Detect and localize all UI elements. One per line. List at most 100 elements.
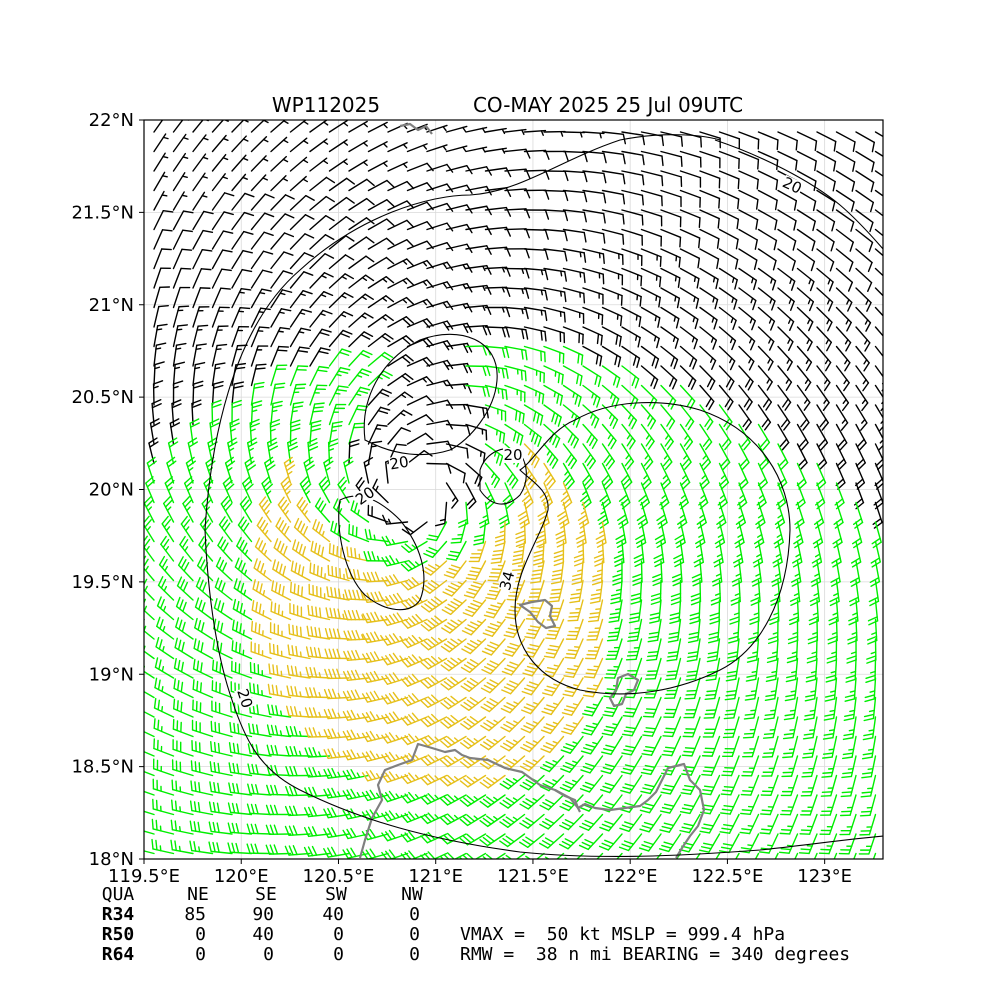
wind-barb	[211, 380, 224, 406]
wind-barb	[309, 272, 334, 289]
wind-barb	[479, 735, 506, 751]
wind-barb	[640, 423, 655, 450]
wind-barb	[780, 774, 799, 797]
wind-barb	[289, 233, 315, 250]
wind-barb	[211, 249, 233, 270]
wind-barb	[459, 735, 487, 750]
wind-barb	[641, 735, 662, 756]
wind-barb	[420, 615, 448, 632]
wind-barb	[172, 120, 189, 133]
wind-barb	[250, 231, 274, 250]
wind-barb	[459, 774, 487, 788]
wind-barb	[381, 711, 409, 725]
wind-barb	[832, 521, 843, 549]
wind-barb	[660, 267, 681, 288]
wind-barb	[231, 135, 249, 153]
wind-barb	[687, 618, 701, 644]
wind-barb	[619, 813, 643, 833]
wind-barb	[679, 228, 701, 249]
wind-barb	[523, 345, 546, 363]
wind-barb	[250, 620, 272, 640]
wind-barb	[855, 131, 875, 153]
wind-barb	[232, 598, 253, 621]
wind-barb	[738, 404, 752, 431]
wind-barb	[543, 326, 566, 344]
wind-barb	[156, 616, 175, 640]
wind-barb	[309, 420, 322, 445]
wind-barb	[309, 253, 335, 270]
wind-barb	[153, 305, 169, 328]
wind-barb	[361, 789, 389, 802]
wind-barb	[439, 794, 467, 806]
wind-barb	[833, 852, 838, 859]
table-row-label: R34	[102, 904, 135, 925]
wind-barb	[266, 724, 292, 738]
wind-barb	[738, 306, 756, 331]
wind-barb	[771, 560, 782, 587]
wind-barb	[757, 228, 778, 251]
wind-barb	[571, 560, 584, 585]
wind-barb	[816, 150, 837, 172]
wind-barb	[719, 813, 740, 834]
wind-barb	[660, 248, 681, 268]
wind-barb	[367, 179, 395, 192]
wind-barb	[266, 784, 292, 796]
wind-barb	[855, 365, 870, 392]
wind-barb	[328, 120, 349, 133]
wind-barb	[172, 698, 194, 718]
wind-barb	[244, 456, 256, 484]
wind-barb	[187, 437, 199, 465]
wind-barb	[367, 351, 394, 367]
wind-barb	[589, 579, 604, 604]
wind-barb	[250, 212, 275, 231]
wind-barb	[605, 638, 623, 660]
wind-barb	[660, 228, 682, 248]
wind-barb	[816, 189, 836, 212]
wind-barb	[209, 761, 233, 777]
wind-barb	[835, 384, 850, 412]
wind-barb	[582, 267, 605, 285]
wind-barb	[211, 287, 231, 309]
wind-barb	[426, 320, 454, 331]
wind-barb	[192, 658, 214, 679]
wind-barb	[222, 476, 235, 504]
table-cell: 0	[333, 944, 344, 965]
wind-barb	[699, 365, 716, 391]
wind-barb	[824, 677, 838, 702]
wind-barb	[660, 150, 683, 167]
wind-barb	[679, 326, 698, 350]
wind-barb	[217, 536, 233, 562]
wind-barb	[261, 476, 274, 504]
wind-barb	[681, 755, 701, 776]
wind-barb	[781, 755, 799, 778]
wind-barb	[673, 540, 685, 568]
wind-barb	[562, 267, 586, 284]
wind-barb	[760, 774, 779, 796]
wind-barb	[144, 495, 155, 523]
wind-barb	[861, 735, 877, 760]
wind-barb	[523, 326, 547, 342]
wind-barb	[718, 131, 741, 150]
wind-barb	[286, 685, 311, 699]
wind-barb	[640, 228, 662, 247]
wind-barb	[504, 462, 519, 489]
wind-barb	[381, 771, 409, 783]
wind-barb	[484, 206, 512, 217]
wind-barb	[211, 306, 230, 328]
wind-barb	[523, 306, 548, 322]
wind-barb	[621, 735, 643, 756]
wind-barb	[306, 625, 331, 640]
wind-barb	[381, 612, 409, 627]
wind-barb	[543, 248, 568, 262]
wind-barb	[367, 237, 395, 250]
wind-barb	[635, 521, 647, 548]
wind-barb	[640, 189, 663, 207]
wind-barb	[869, 560, 881, 587]
wind-barb	[718, 345, 736, 371]
wind-barb	[462, 599, 487, 617]
wind-barb	[816, 384, 830, 411]
wind-barb	[543, 638, 565, 659]
wind-barb	[400, 673, 428, 687]
wind-barb	[613, 540, 625, 567]
y-tick-label: 21.5°N	[71, 202, 134, 223]
